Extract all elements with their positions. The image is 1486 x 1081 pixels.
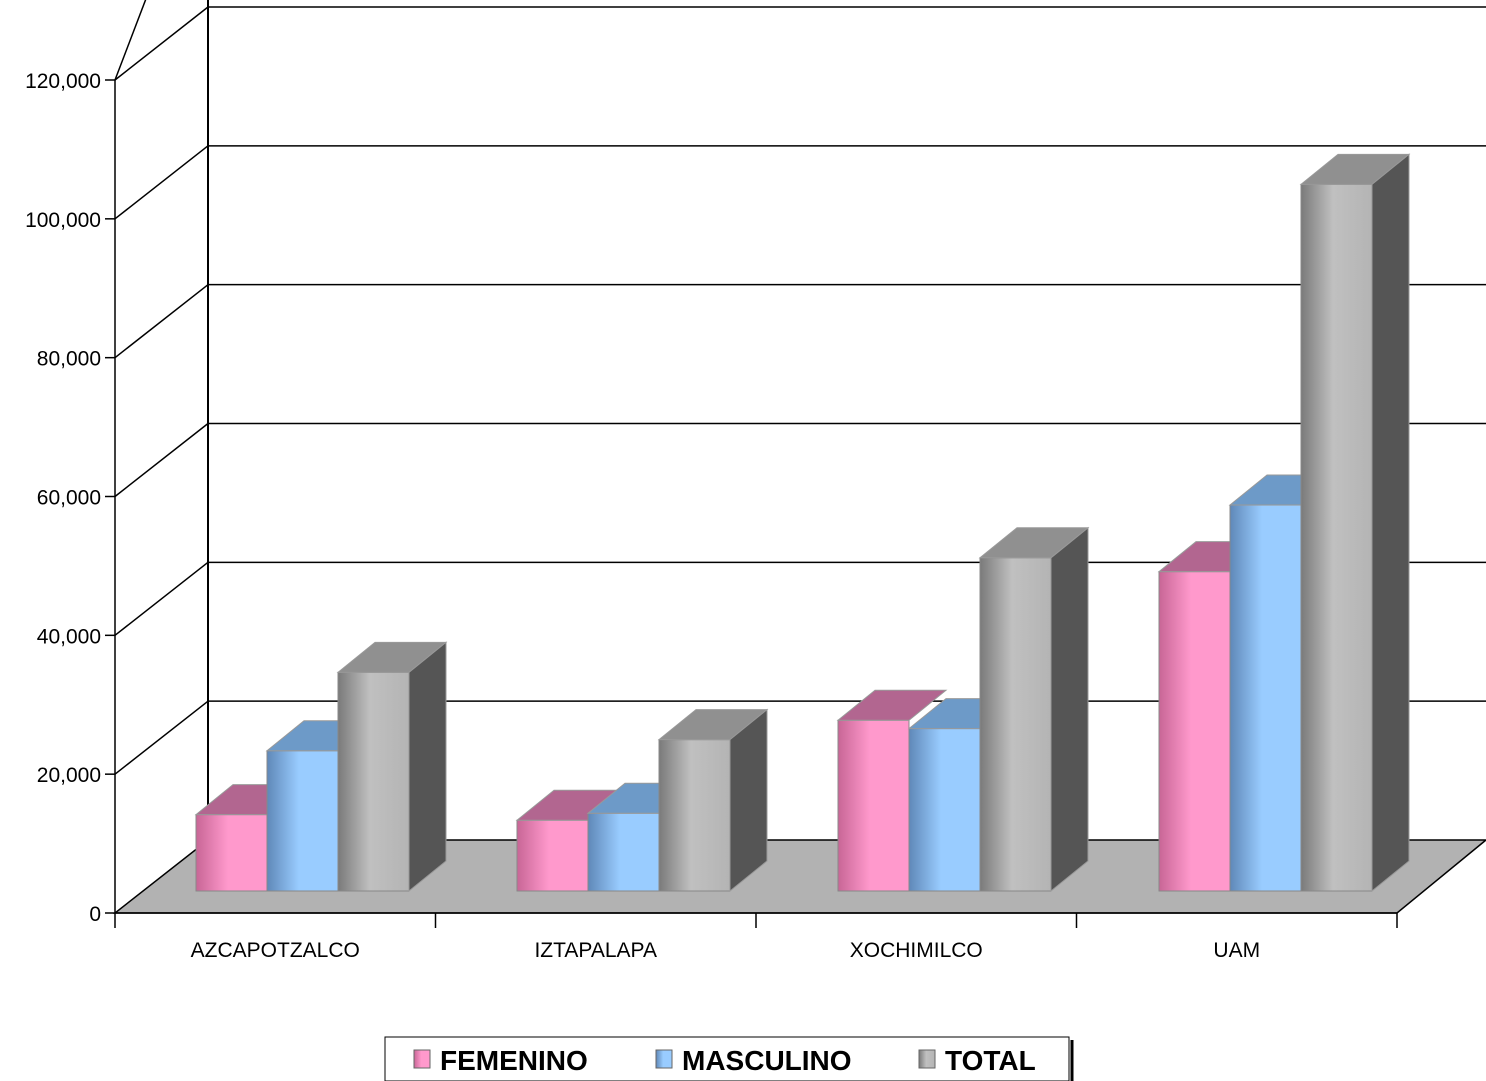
x-tick-label: IZTAPALAPA: [534, 939, 657, 962]
bar: [658, 739, 731, 892]
y-tick-label: 120,000: [25, 70, 101, 93]
bar: [587, 812, 660, 892]
bar-side: [729, 708, 768, 893]
x-tick-label: AZCAPOTZALCO: [191, 939, 360, 962]
gridline-side: [114, 422, 209, 498]
gridline-side: [114, 700, 209, 775]
legend: FEMENINO MASCULINO TOTAL: [384, 1036, 1074, 1081]
bar: [337, 671, 410, 892]
y-tick-label: 40,000: [37, 625, 101, 648]
bar: [979, 557, 1052, 892]
x-tick-label: XOCHIMILCO: [850, 939, 983, 962]
bar: [516, 819, 589, 892]
y-tick-label: 20,000: [37, 764, 101, 787]
legend-swatch-masculino: [655, 1049, 673, 1069]
gridline-side: [114, 561, 209, 636]
gridline-side: [114, 6, 209, 81]
bars-layer: [194, 153, 1411, 893]
bar-side: [1371, 153, 1410, 893]
bar: [837, 719, 910, 892]
bar: [266, 750, 339, 892]
legend-label-femenino: FEMENINO: [440, 1045, 588, 1076]
legend-box: [384, 1036, 1070, 1081]
gridline-side: [114, 284, 209, 359]
y-tick-label: 80,000: [37, 348, 101, 371]
bar-top: [836, 689, 948, 721]
bar: [908, 728, 981, 892]
labels-layer: 0 20,000 40,000 60,000 80,000 100,000 120,000 A…: [25, 70, 1260, 962]
axis-layer: [105, 79, 1398, 928]
side-wall-top-edge: [114, 0, 147, 81]
y-tick-label: 100,000: [25, 209, 101, 232]
bar: [1158, 571, 1231, 892]
bar-side: [408, 641, 447, 893]
legend-swatch-total: [918, 1049, 936, 1069]
legend-label-total: TOTAL: [945, 1045, 1036, 1076]
legend-label-masculino: MASCULINO: [682, 1045, 852, 1076]
bar: [1229, 504, 1302, 892]
y-tick-label: 60,000: [37, 487, 101, 510]
bar: [1300, 183, 1373, 892]
gridline-side: [114, 145, 209, 220]
x-tick-label: UAM: [1213, 939, 1260, 962]
bar-side: [1050, 526, 1089, 893]
y-tick-label: 0: [89, 903, 101, 926]
bar: [195, 814, 268, 892]
legend-swatch-femenino: [413, 1049, 431, 1069]
